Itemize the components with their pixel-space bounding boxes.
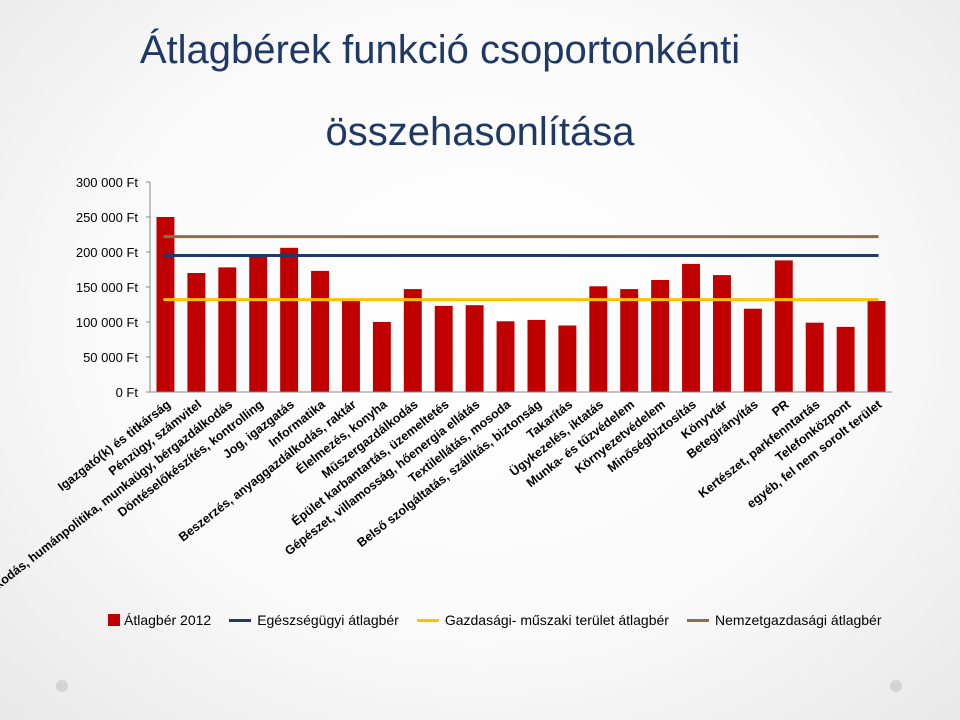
y-tick-label: 100 000 Ft — [76, 315, 139, 330]
y-tick-label: 250 000 Ft — [76, 210, 139, 225]
legend-label-salary-2012: Átlagbér 2012 — [124, 612, 212, 628]
y-tick-label: 150 000 Ft — [76, 280, 139, 295]
legend-swatch-salary-2012 — [108, 614, 120, 626]
legend-label-national-avg: Nemzetgazdasági átlagbér — [714, 612, 882, 628]
y-tick-label: 200 000 Ft — [76, 245, 139, 260]
legend-label-tech-avg: Gazdasági- műszaki terület átlagbér — [444, 612, 669, 628]
bar — [651, 280, 670, 392]
bar — [682, 263, 701, 392]
bar — [805, 322, 824, 392]
y-tick-label: 0 Ft — [116, 385, 139, 400]
bar — [372, 322, 391, 392]
bar — [341, 301, 360, 392]
bar — [867, 301, 886, 392]
chart-legend: Átlagbér 2012 Egészségügyi átlagbér Gazd… — [108, 612, 900, 628]
bar — [527, 319, 546, 392]
bar — [465, 305, 484, 392]
bar — [403, 289, 422, 392]
bar — [558, 325, 577, 392]
bar — [434, 305, 453, 392]
chart-title-line-2: összehasonlítása — [325, 110, 635, 154]
legend-item-tech-avg: Gazdasági- műszaki terület átlagbér — [416, 612, 669, 628]
chart-title-line-1: Átlagbérek funkció csoportonkénti — [139, 28, 741, 72]
legend-item-health-avg: Egészségügyi átlagbér — [229, 612, 399, 628]
bar — [496, 321, 515, 392]
legend-label-health-avg: Egészségügyi átlagbér — [257, 612, 399, 628]
x-category-label: PR — [769, 397, 791, 419]
bar — [280, 247, 299, 392]
bar — [311, 270, 330, 392]
bar — [156, 217, 175, 392]
bar — [620, 289, 639, 392]
legend-swatch-tech-avg — [416, 618, 439, 622]
bar — [218, 267, 237, 392]
legend-item-salary-2012: Átlagbér 2012 — [108, 612, 211, 628]
bar — [836, 326, 855, 392]
bar — [743, 308, 762, 392]
bar — [774, 260, 793, 392]
slide-nav-dot-left — [56, 680, 68, 692]
bar — [187, 273, 206, 392]
legend-swatch-national-avg — [686, 618, 709, 622]
bar — [589, 286, 608, 392]
legend-swatch-health-avg — [229, 618, 252, 622]
bar — [712, 275, 731, 392]
slide-nav-dot-right — [890, 680, 902, 692]
y-tick-label: 300 000 Ft — [76, 175, 139, 190]
y-tick-label: 50 000 Ft — [83, 350, 138, 365]
legend-item-national-avg: Nemzetgazdasági átlagbér — [686, 612, 882, 628]
bar — [249, 256, 268, 392]
